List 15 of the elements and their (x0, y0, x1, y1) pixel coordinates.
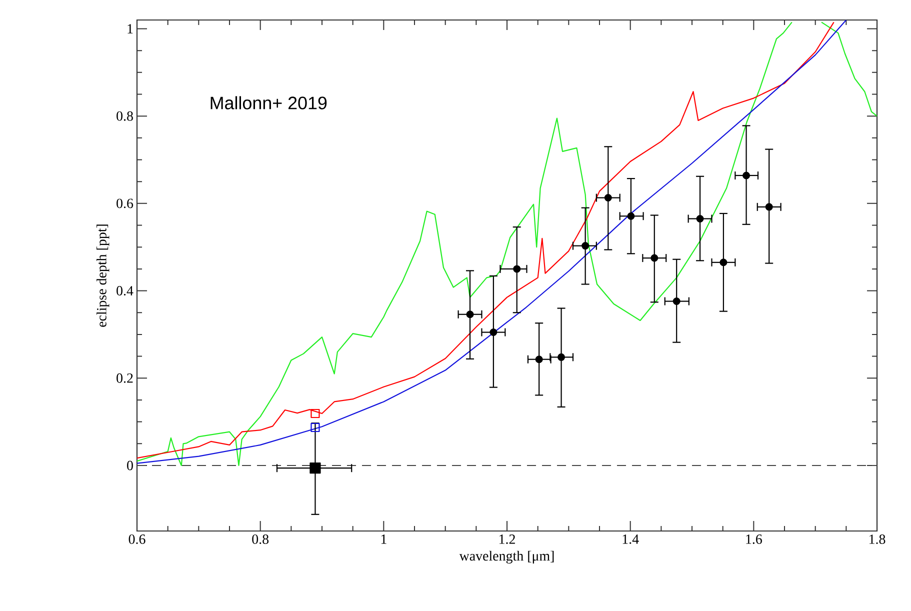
x-tick-label: 1.4 (622, 534, 639, 544)
y-tick-label: 0.2 (116, 373, 133, 383)
y-tick-label: 0.4 (116, 286, 134, 296)
x-tick-label: 1.2 (500, 534, 515, 544)
y-tick-label: 0.6 (116, 198, 134, 208)
y-tick-label: 0.8 (116, 111, 133, 121)
x-tick-label: 1.8 (870, 534, 886, 544)
annotation: Mallonn+ 2019 (210, 96, 327, 110)
y-tick-label: 0 (127, 460, 133, 470)
y-tick-label: 1 (128, 24, 133, 34)
x-axis-title: wavelength [μm] (459, 550, 554, 564)
x-tick-label: 1.6 (746, 534, 762, 544)
y-axis-title: eclipse depth [ppt] (96, 224, 110, 327)
x-tick-label: 0.8 (252, 534, 269, 544)
x-tick-label: 1 (381, 534, 386, 544)
